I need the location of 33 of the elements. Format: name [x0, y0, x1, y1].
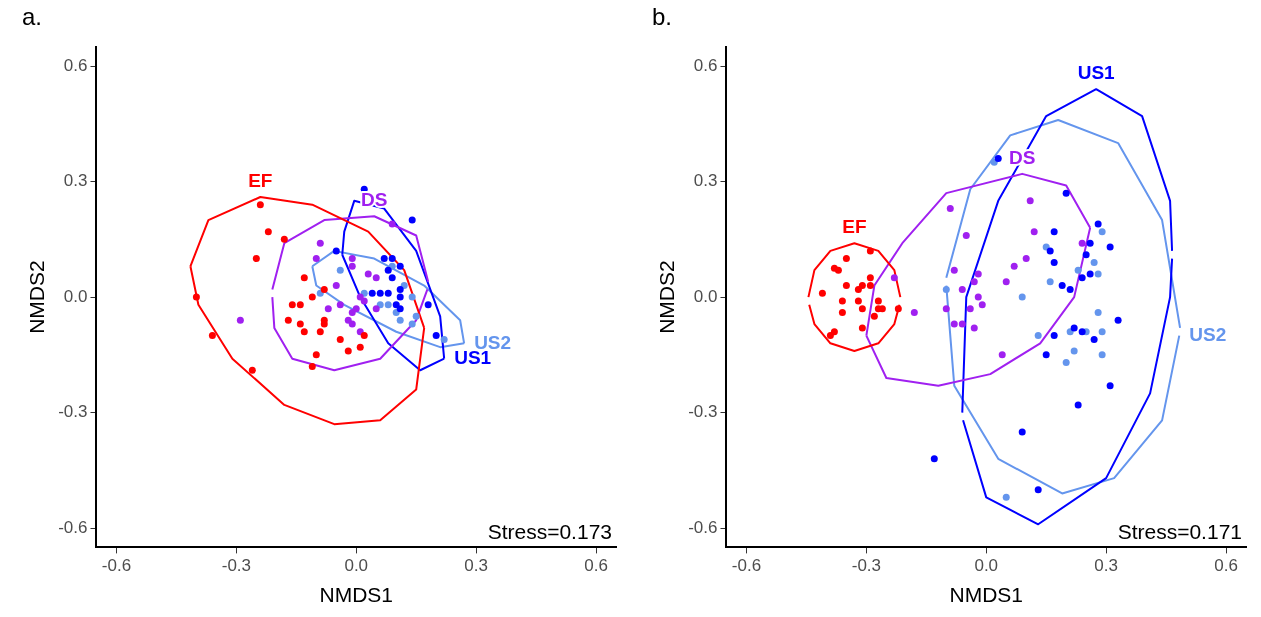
series-label: US1 — [1077, 61, 1116, 83]
y-axis-title: NMDS2 — [655, 260, 679, 334]
y-tick-label: -0.3 — [688, 402, 718, 422]
y-tick-label: 0.6 — [693, 55, 718, 75]
y-tick-label: 0.0 — [63, 286, 88, 306]
x-tick-label: 0.3 — [1094, 556, 1118, 576]
y-tick-label: 0.3 — [693, 171, 718, 191]
chart-title: a. — [22, 3, 43, 31]
y-tick-label: -0.3 — [58, 402, 88, 422]
x-tick-label: 0.0 — [344, 556, 369, 576]
series-label: EF — [248, 169, 273, 191]
x-axis-title: NMDS1 — [949, 583, 1023, 607]
annotation: Stress=0.173 — [487, 519, 612, 543]
series-label: DS — [361, 188, 388, 210]
x-tick-label: -0.6 — [731, 556, 762, 576]
chart-title: b. — [652, 3, 673, 31]
series-label: EF — [842, 215, 867, 237]
x-tick-label: 0.3 — [464, 556, 488, 576]
y-axis-title: NMDS2 — [25, 260, 49, 334]
x-tick-label: 0.6 — [584, 556, 608, 576]
x-tick-label: 0.6 — [1214, 556, 1238, 576]
y-tick-label: 0.0 — [693, 286, 718, 306]
y-tick-label: 0.6 — [63, 55, 88, 75]
y-tick-label: -0.6 — [688, 517, 718, 537]
y-tick-label: -0.6 — [58, 517, 88, 537]
x-tick-label: 0.0 — [974, 556, 999, 576]
series-label: US2 — [1189, 323, 1227, 345]
y-tick-label: 0.3 — [63, 171, 88, 191]
x-tick-label: -0.6 — [101, 556, 132, 576]
x-tick-label: -0.3 — [851, 556, 882, 576]
annotation: Stress=0.171 — [1117, 519, 1242, 543]
x-axis-title: NMDS1 — [319, 583, 393, 607]
x-tick-label: -0.3 — [221, 556, 252, 576]
